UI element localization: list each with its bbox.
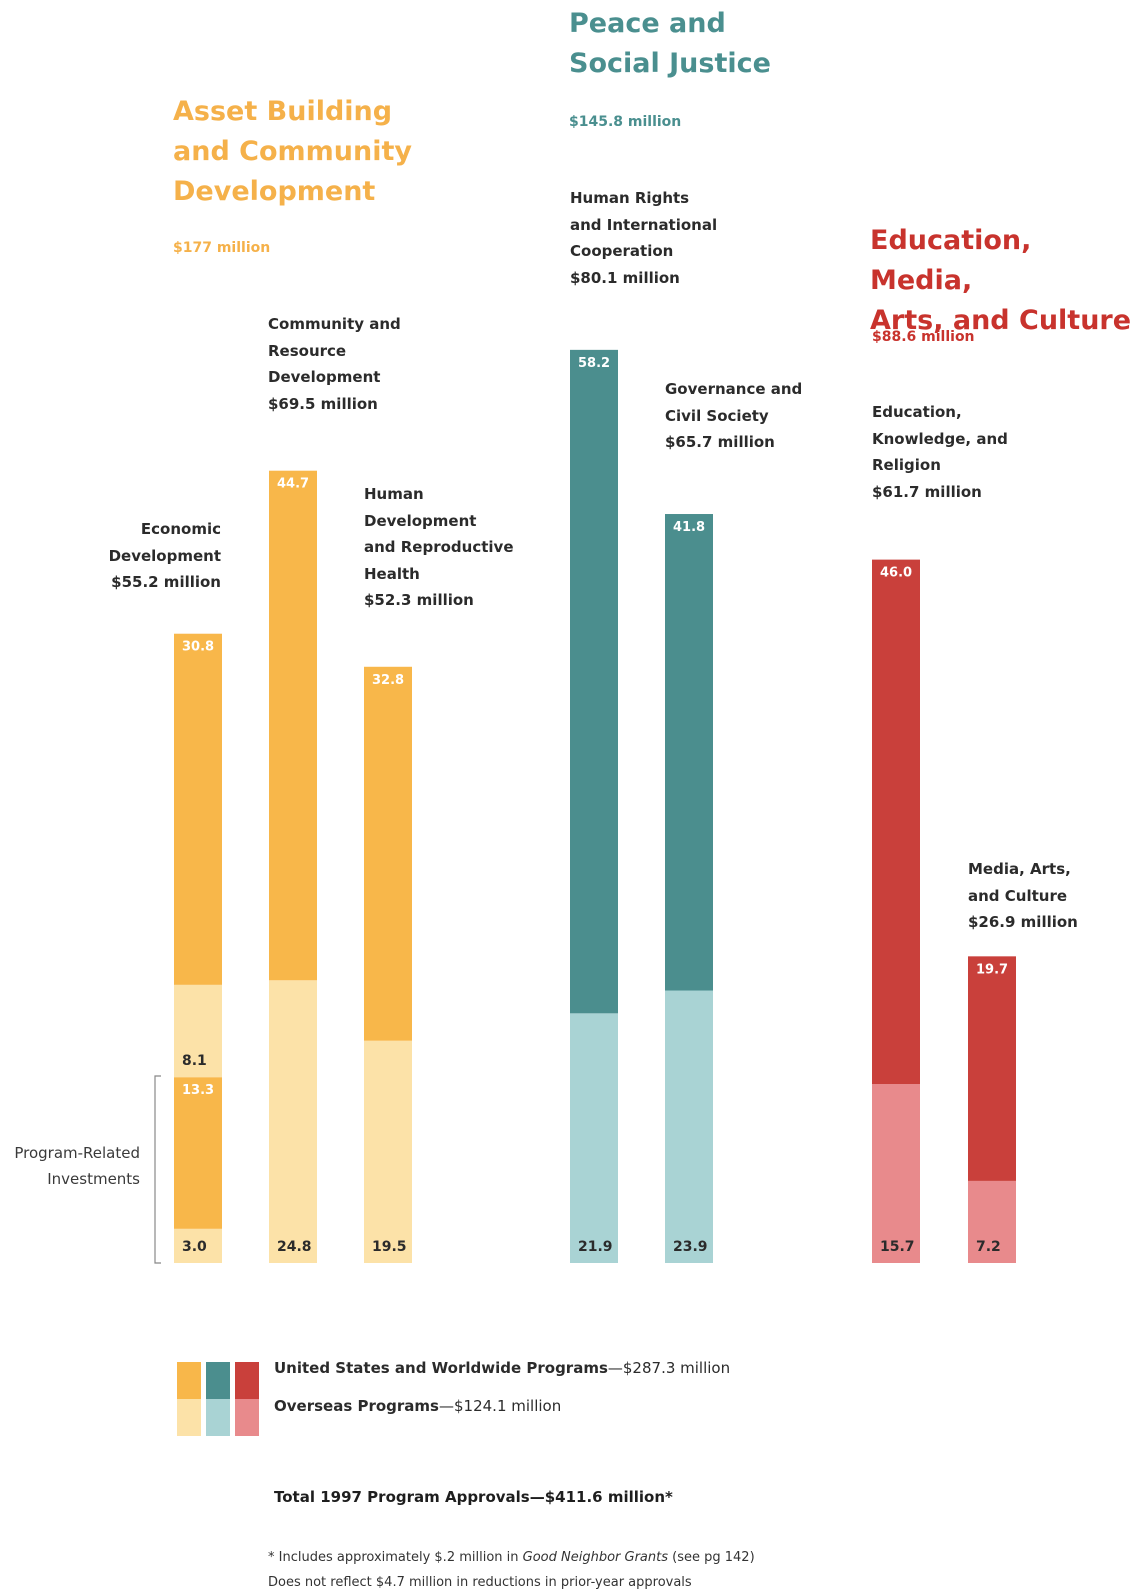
bar-segment (174, 633, 222, 985)
bar-segment (364, 1040, 412, 1263)
group-total-asset-building: $177 million (173, 240, 271, 256)
bar-value-label: 58.2 (578, 356, 610, 371)
bar-value-label: 13.3 (182, 1083, 214, 1098)
bar-value-label: 21.9 (578, 1239, 613, 1255)
bar-segment (665, 514, 713, 991)
bracket-label: Program-Related Investments (14, 1144, 140, 1188)
bar-label-economic-development: Economic Development $55.2 million (108, 520, 221, 591)
legend-swatch-overseas (235, 1399, 259, 1436)
group-title-peace-social-justice: Peace and Social Justice (569, 8, 771, 79)
legend-swatch-us (177, 1362, 201, 1399)
bar-value-label: 7.2 (976, 1239, 1001, 1255)
bar-label-media-arts: Media, Arts, and Culture $26.9 million (968, 860, 1078, 931)
bar-value-label: 24.8 (277, 1239, 312, 1255)
footnote-line-2: Does not reflect $4.7 million in reducti… (268, 1575, 692, 1590)
bar-value-label: 30.8 (182, 640, 214, 655)
bar-label-community-resource-development: Community and Resource Development $69.5… (268, 315, 401, 413)
bar-value-label: 41.8 (673, 520, 705, 535)
bar-segment (570, 1013, 618, 1263)
bar-value-label: 23.9 (673, 1239, 708, 1255)
legend-swatch-overseas (177, 1399, 201, 1436)
bar-segment (968, 956, 1016, 1181)
legend-swatch-us (235, 1362, 259, 1399)
footnote-line-1: * Includes approximately $.2 million in … (268, 1550, 755, 1565)
bar-value-label: 3.0 (182, 1239, 207, 1255)
bar-label-governance: Governance and Civil Society $65.7 milli… (665, 380, 803, 451)
bar-label-human-development: Human Development and Reproductive Healt… (364, 485, 514, 609)
bar-label-human-rights: Human Rights and International Cooperati… (570, 189, 718, 287)
bar-segment (174, 984, 222, 1078)
bar-segment (174, 1077, 222, 1229)
group-title-asset-building: Asset Building and Community Development (173, 96, 413, 207)
bar-value-label: 19.5 (372, 1239, 407, 1255)
bar-value-label: 44.7 (277, 477, 309, 492)
legend-swatch-us (206, 1362, 230, 1399)
bar-segment (570, 349, 618, 1014)
pri-bracket (154, 1075, 161, 1264)
bar-segment (269, 470, 317, 981)
legend-swatch-overseas (206, 1399, 230, 1436)
bar-segment (174, 1228, 222, 1263)
bar-segment (872, 1084, 920, 1263)
bar-segment (872, 559, 920, 1085)
bar-value-label: 8.1 (182, 1053, 207, 1069)
legend-us-worldwide: United States and Worldwide Programs—$28… (274, 1359, 731, 1377)
bar-value-label: 15.7 (880, 1239, 915, 1255)
group-total-peace-social-justice: $145.8 million (569, 114, 682, 130)
group-title-education-media-arts: Education, Media, Arts, and Culture (870, 225, 1132, 336)
group-total-education-media-arts: $88.6 million (872, 329, 975, 345)
bar-value-label: 32.8 (372, 673, 404, 688)
bar-value-label: 19.7 (976, 962, 1008, 977)
legend-overseas: Overseas Programs—$124.1 million (274, 1397, 562, 1415)
bar-segment (968, 1180, 1016, 1263)
bar-value-label: 46.0 (880, 566, 912, 581)
bar-segment (665, 990, 713, 1263)
bar-label-education-knowledge: Education, Knowledge, and Religion $61.7… (872, 403, 1008, 501)
bar-segment (269, 980, 317, 1263)
total-approvals: Total 1997 Program Approvals—$411.6 mill… (274, 1488, 673, 1506)
bar-segment (364, 666, 412, 1041)
